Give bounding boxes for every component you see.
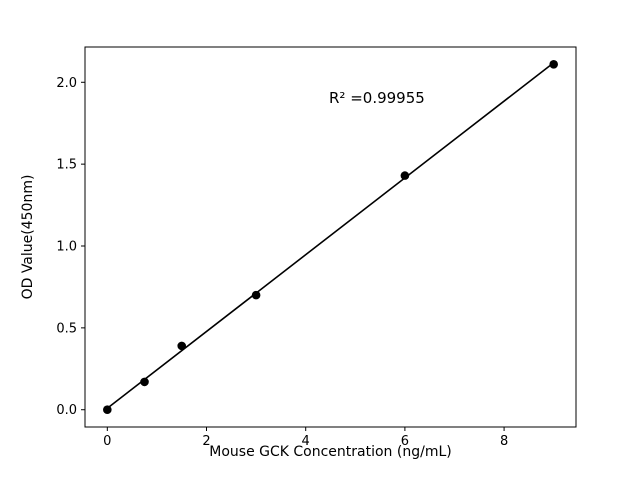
x-tick-label: 6 <box>401 434 409 449</box>
y-axis-label: OD Value(450nm) <box>20 174 36 300</box>
data-point <box>251 290 261 300</box>
fit-line <box>106 62 555 409</box>
y-tick-label: 0.0 <box>56 403 77 418</box>
r-squared-annotation: R² =0.99955 <box>329 89 425 107</box>
data-point <box>177 341 187 351</box>
y-tick-label: 0.5 <box>56 321 77 336</box>
x-tick-label: 8 <box>500 434 508 449</box>
y-tick-label: 2.0 <box>56 76 77 91</box>
plot-area <box>84 46 577 428</box>
x-axis-label: Mouse GCK Concentration (ng/mL) <box>209 444 452 460</box>
y-tick-label: 1.5 <box>56 158 77 173</box>
data-point <box>549 59 558 69</box>
data-point <box>400 171 410 180</box>
x-tick-label: 2 <box>202 434 210 449</box>
x-tick-label: 0 <box>103 434 111 449</box>
data-point <box>140 377 149 387</box>
x-tick-label: 4 <box>302 434 310 449</box>
data-point <box>103 405 112 415</box>
y-tick-label: 1.0 <box>56 240 77 255</box>
